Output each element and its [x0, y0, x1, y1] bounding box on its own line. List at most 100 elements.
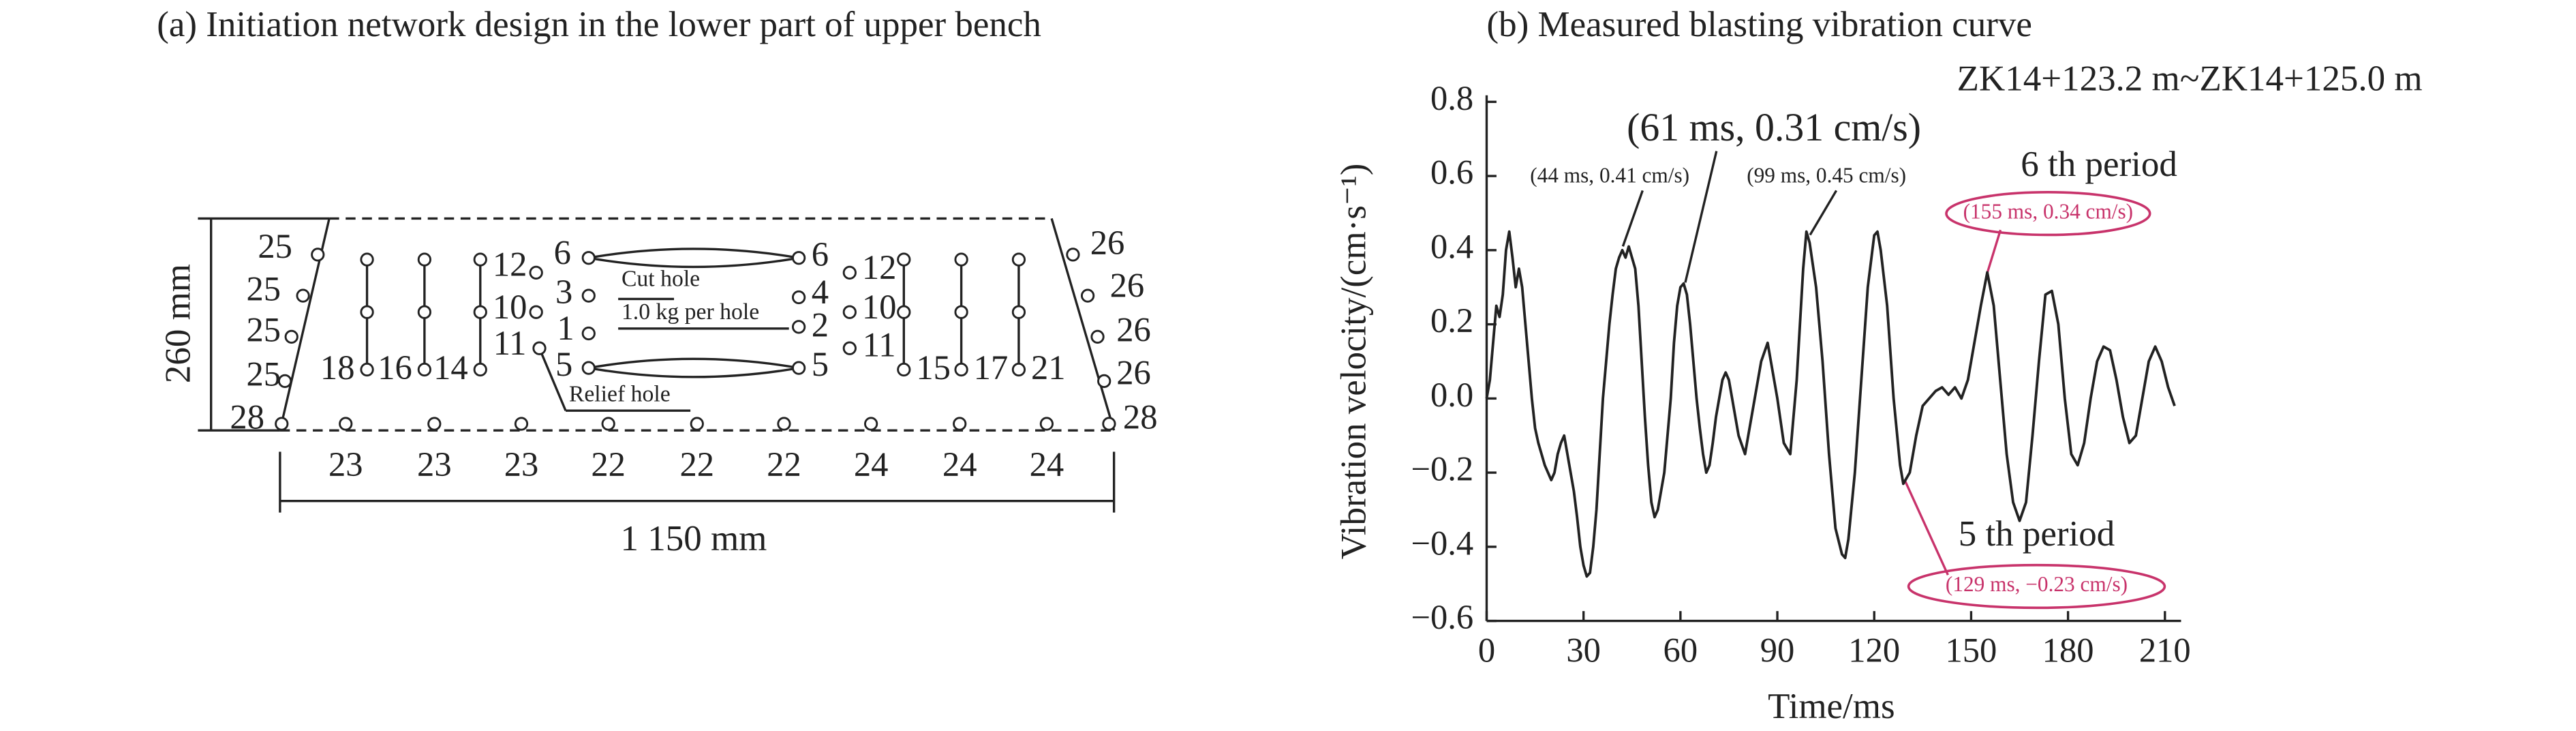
blast-hole	[792, 290, 806, 305]
delay-label: 22	[679, 445, 714, 483]
pointer-lines	[1621, 151, 1838, 283]
chart-title: (b) Measured blasting vibration curve	[1486, 5, 2031, 44]
blast-hole	[417, 305, 431, 319]
blast-hole	[581, 361, 596, 375]
blast-hole	[360, 252, 374, 267]
blast-hole	[529, 265, 543, 280]
hole-label: 28	[1123, 398, 1158, 436]
blast-hole	[690, 417, 704, 431]
hole-label: 26	[1116, 311, 1151, 349]
blast-hole	[581, 288, 596, 303]
blast-hole	[897, 305, 911, 319]
blast-hole	[417, 252, 431, 267]
annotation: 1.0 kg per hole	[622, 299, 759, 325]
blast-hole	[277, 374, 292, 389]
hole-label: 15	[916, 348, 951, 387]
pointer-lines	[1904, 229, 2002, 576]
hole-label: 10	[862, 288, 897, 326]
blast-hole	[897, 362, 911, 377]
hole-label: 1	[557, 309, 574, 347]
hole-label: 28	[230, 398, 264, 436]
hole-label: 12	[862, 248, 897, 286]
blast-hole	[529, 305, 543, 319]
y-tick-label: −0.6	[1411, 598, 1473, 636]
hole-label: 6	[812, 235, 829, 273]
blast-hole	[792, 251, 806, 265]
delay-label: 24	[942, 445, 977, 483]
blast-hole	[514, 417, 529, 431]
blast-hole	[954, 252, 968, 267]
delay-label: 24	[1030, 445, 1064, 483]
blast-hole	[427, 417, 442, 431]
hole-label: 5	[555, 345, 572, 383]
blast-hole	[1066, 248, 1080, 262]
annotation: (129 ms, −0.23 cm/s)	[1946, 572, 2128, 596]
blast-hole	[842, 265, 857, 280]
y-tick-label: 0.0	[1430, 376, 1473, 414]
width-dimension	[279, 451, 1116, 513]
annotation: Relief hole	[569, 381, 671, 406]
blast-hole	[473, 305, 487, 319]
hole-label: 18	[320, 348, 355, 387]
y-tick-label: 0.6	[1430, 153, 1473, 192]
blast-hole	[1011, 305, 1026, 319]
hole-label: 16	[378, 348, 412, 387]
hole-label: 26	[1090, 224, 1125, 262]
annotation: (61 ms, 0.31 cm/s)	[1627, 105, 1921, 149]
x-tick-label: 120	[1848, 631, 1900, 669]
hole-label: 10	[493, 288, 527, 326]
blast-hole	[473, 252, 487, 267]
height-dimension	[198, 217, 330, 432]
highlight-ellipse	[1945, 191, 2151, 237]
annotation: (155 ms, 0.34 cm/s)	[1963, 199, 2134, 223]
blast-hole	[897, 252, 911, 267]
x-axis-label: Time/ms	[1768, 687, 1895, 726]
delay-label: 23	[417, 445, 452, 483]
width-label: 1 150 mm	[621, 519, 767, 558]
blast-hole	[275, 417, 289, 431]
initiation-diagram: (a) Initiation network design in the low…	[157, 5, 1116, 558]
hole-label: 11	[493, 324, 527, 362]
blast-hole	[473, 362, 487, 377]
blast-hole	[792, 361, 806, 375]
hole-label: 26	[1116, 353, 1151, 391]
annotation: (44 ms, 0.41 cm/s)	[1530, 163, 1689, 187]
y-tick-label: −0.4	[1411, 524, 1473, 562]
blast-hole	[296, 288, 310, 303]
hole-label: 25	[247, 355, 281, 393]
blast-hole	[842, 305, 857, 319]
x-tick-label: 210	[2139, 631, 2191, 669]
blast-hole	[601, 417, 615, 431]
blast-hole	[1090, 329, 1105, 344]
hole-label: 26	[1110, 267, 1145, 305]
delay-label: 22	[591, 445, 626, 483]
chart: (b) Measured blasting vibration curve ZK…	[1334, 5, 2422, 726]
y-tick-label: 0.4	[1430, 227, 1473, 265]
hole-label: 4	[812, 273, 829, 311]
y-tick-label: 0.8	[1430, 79, 1473, 117]
hole-label: 2	[812, 305, 829, 344]
blast-hole	[777, 417, 791, 431]
blast-hole	[1097, 374, 1111, 389]
blast-hole	[1011, 362, 1026, 377]
annotation: 5 th period	[1959, 514, 2115, 554]
height-label: 260 mm	[158, 264, 198, 383]
x-tick-label: 180	[2042, 631, 2094, 669]
blast-hole	[953, 417, 967, 431]
delay-label: 23	[504, 445, 539, 483]
hole-label: 25	[247, 311, 281, 349]
hole-label: 6	[554, 233, 571, 271]
x-tick-label: 0	[1478, 631, 1495, 669]
y-tick-label: 0.2	[1430, 301, 1473, 340]
blast-hole	[842, 341, 857, 355]
hole-label: 25	[247, 269, 281, 308]
blast-hole	[360, 305, 374, 319]
hole-label: 11	[863, 325, 896, 363]
blast-hole	[792, 320, 806, 334]
hole-label: 21	[1031, 348, 1066, 387]
blast-hole	[1039, 417, 1054, 431]
blast-hole	[339, 417, 353, 431]
hole-label: 12	[493, 245, 527, 283]
